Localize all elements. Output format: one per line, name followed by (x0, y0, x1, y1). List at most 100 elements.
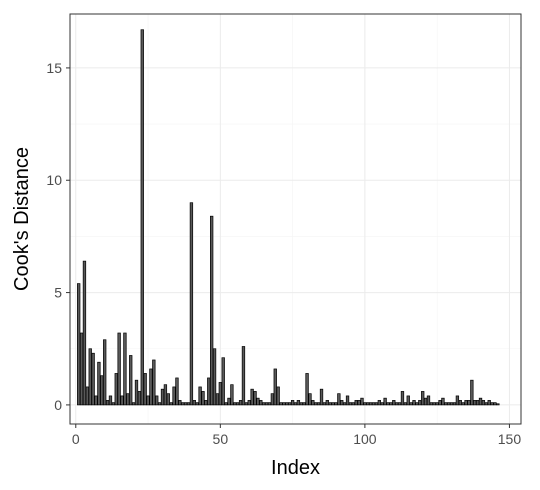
bar (316, 402, 321, 406)
bar (207, 377, 211, 406)
bar (204, 400, 208, 406)
bar (293, 402, 298, 406)
bar (94, 395, 98, 406)
y-tick-label: 0 (54, 397, 62, 413)
bar (241, 346, 246, 406)
bar (383, 397, 387, 406)
bar (473, 400, 477, 406)
axis-ticks: 0 50 100 150 0 5 10 15 (46, 60, 521, 447)
bar (308, 393, 312, 406)
bar (296, 400, 301, 406)
bar (290, 400, 295, 406)
bar (423, 397, 428, 406)
bar (490, 402, 494, 406)
bar (380, 402, 384, 406)
bar (267, 402, 272, 406)
bar (406, 395, 410, 406)
bar (105, 400, 110, 406)
bar (467, 400, 471, 406)
bar (345, 395, 350, 406)
bar (108, 395, 113, 406)
bar (91, 352, 95, 406)
bar (328, 402, 332, 406)
bar (285, 402, 289, 406)
bar (140, 29, 144, 406)
bar (88, 348, 92, 406)
bar (79, 332, 84, 406)
bar (441, 397, 445, 406)
bar (201, 391, 205, 406)
bar (224, 402, 228, 406)
bar (189, 202, 194, 406)
bar (389, 402, 393, 406)
bar (120, 395, 124, 406)
bar (403, 402, 408, 406)
bar (429, 402, 434, 406)
bar (357, 400, 361, 406)
bar (400, 391, 405, 406)
bar (426, 395, 431, 406)
bar (183, 402, 188, 406)
bar (322, 402, 327, 406)
bar (340, 400, 344, 406)
bar (371, 402, 376, 406)
bar (351, 402, 355, 406)
bar (374, 402, 379, 406)
bar (212, 348, 217, 406)
bar (262, 402, 266, 406)
bar (444, 402, 448, 406)
bar (111, 402, 116, 406)
bar (198, 386, 202, 406)
x-axis-title: Index (271, 457, 320, 479)
bar (305, 373, 309, 406)
bar (186, 402, 191, 406)
bar (484, 402, 488, 406)
bar (131, 402, 136, 406)
bar (496, 403, 500, 406)
bar (146, 395, 150, 406)
bar (464, 400, 468, 406)
bar (100, 375, 104, 406)
bar (195, 402, 199, 406)
bar (337, 393, 341, 406)
bar (97, 361, 101, 406)
bar (386, 402, 390, 406)
y-axis-title: Cook's Distance (11, 147, 33, 291)
x-tick-label: 50 (213, 431, 229, 447)
bar (319, 388, 324, 406)
x-tick-label: 150 (498, 431, 522, 447)
bar (418, 400, 422, 406)
grid-lines (70, 14, 521, 424)
bar (221, 357, 225, 406)
bar (149, 368, 153, 406)
bar (169, 402, 173, 406)
bar (377, 400, 381, 406)
bar (452, 402, 457, 406)
bar (85, 386, 89, 406)
bar (82, 260, 87, 406)
bar (230, 384, 234, 406)
bar (227, 397, 231, 406)
bar (392, 400, 396, 406)
bar (178, 400, 182, 406)
bar (325, 400, 329, 406)
bar (447, 402, 451, 406)
bar (415, 402, 419, 406)
bar (129, 355, 133, 406)
bar (143, 373, 147, 406)
bar (438, 400, 442, 406)
bar (259, 400, 263, 406)
bar (126, 393, 130, 406)
bar (270, 393, 275, 406)
bar (412, 400, 416, 406)
bar (172, 386, 176, 406)
bar (166, 393, 170, 406)
bar (432, 402, 436, 406)
y-tick-label: 10 (46, 172, 62, 188)
bar (103, 339, 107, 406)
bar (331, 402, 335, 406)
bar (288, 402, 292, 406)
bar (299, 402, 303, 406)
bar (250, 388, 254, 406)
bar (137, 391, 142, 406)
